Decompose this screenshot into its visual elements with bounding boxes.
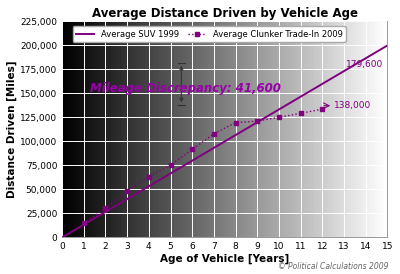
Average Clunker Trade-In 2009 [168, 163, 173, 167]
Average SUV 1999 [334, 74, 338, 77]
Average SUV 1999 [259, 118, 264, 122]
Average SUV 1999 [354, 62, 359, 65]
Average SUV 1999 [61, 235, 66, 238]
Average Clunker Trade-In 2009 [320, 107, 325, 111]
Y-axis label: Distance Driven [Miles]: Distance Driven [Miles] [7, 61, 17, 198]
Average SUV 1999 [60, 236, 64, 239]
Average Clunker Trade-In 2009 [125, 190, 130, 193]
Text: 138,000: 138,000 [334, 101, 372, 110]
Average Clunker Trade-In 2009 [190, 148, 194, 151]
Average SUV 1999 [252, 122, 257, 125]
X-axis label: Age of Vehicle [Years]: Age of Vehicle [Years] [160, 254, 289, 264]
Average SUV 1999 [253, 122, 258, 125]
Average Clunker Trade-In 2009 [81, 222, 86, 225]
Text: © Political Calculations 2009: © Political Calculations 2009 [278, 262, 388, 271]
Average Clunker Trade-In 2009 [276, 116, 281, 119]
Average Clunker Trade-In 2009 [146, 175, 151, 178]
Average Clunker Trade-In 2009 [103, 207, 108, 210]
Average Clunker Trade-In 2009 [233, 121, 238, 124]
Text: Mileage Discrepancy: 41,600: Mileage Discrepancy: 41,600 [90, 82, 281, 95]
Line: Average Clunker Trade-In 2009: Average Clunker Trade-In 2009 [81, 107, 325, 226]
Average Clunker Trade-In 2009 [255, 119, 260, 123]
Average Clunker Trade-In 2009 [212, 132, 216, 135]
Average SUV 1999 [385, 44, 390, 47]
Average Clunker Trade-In 2009 [298, 112, 303, 115]
Text: 179,600: 179,600 [346, 60, 383, 69]
Line: Average SUV 1999: Average SUV 1999 [62, 45, 387, 237]
Title: Average Distance Driven by Vehicle Age: Average Distance Driven by Vehicle Age [92, 7, 358, 20]
Legend: Average SUV 1999, Average Clunker Trade-In 2009: Average SUV 1999, Average Clunker Trade-… [73, 26, 346, 42]
